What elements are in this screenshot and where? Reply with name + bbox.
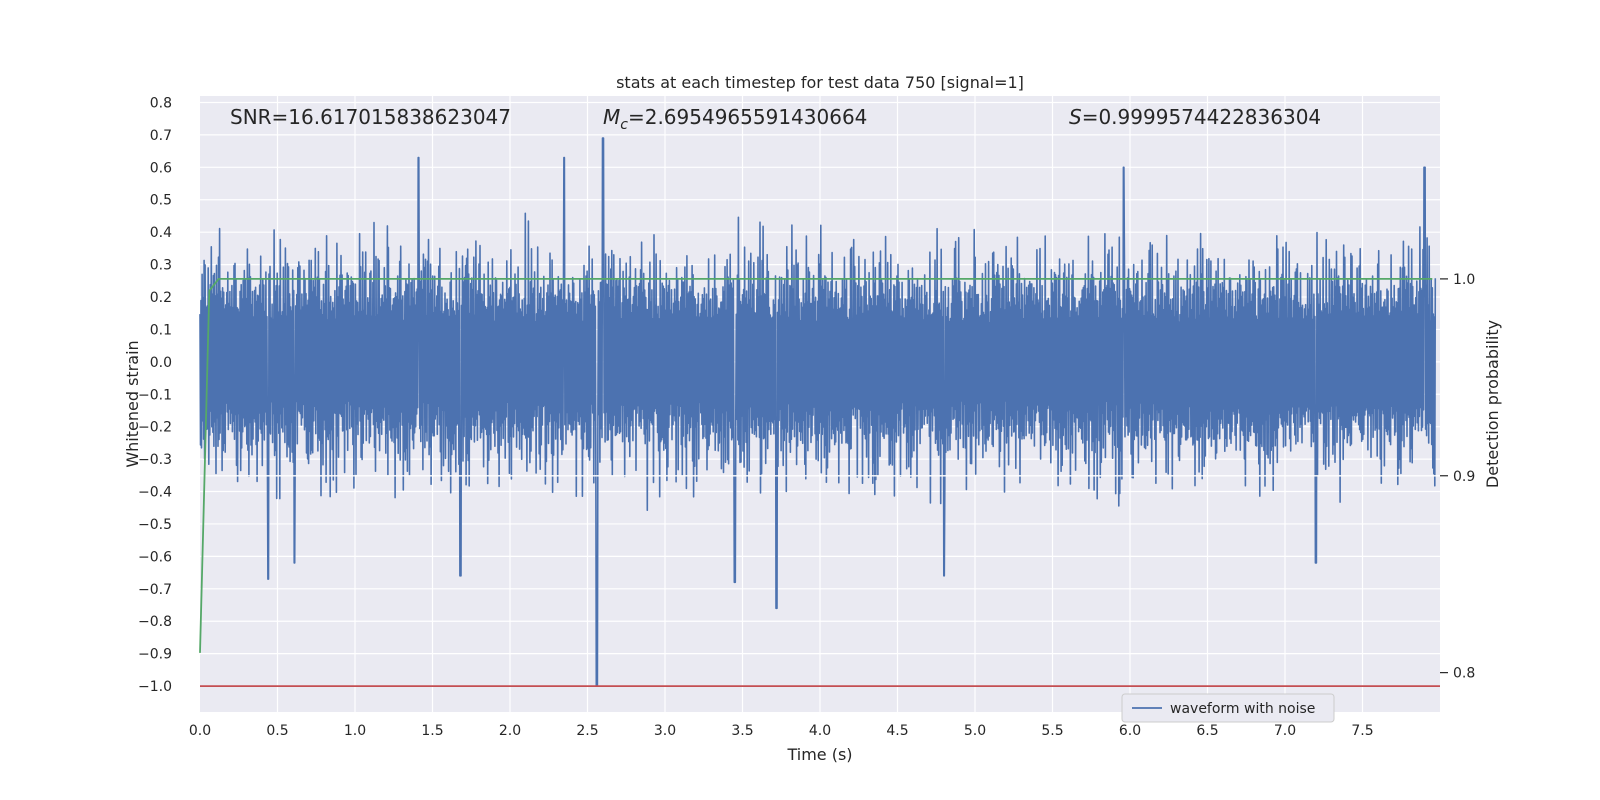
legend: waveform with noise: [1121, 693, 1335, 723]
x-tick-label-6: 3.0: [654, 723, 676, 739]
y-tick-label-0: 0.8: [150, 95, 172, 111]
y-tick-label-4: 0.4: [150, 225, 172, 241]
x-tick-label-11: 5.5: [1041, 723, 1063, 739]
mc-symbol: M: [603, 105, 620, 129]
y-tick-label-14: −0.6: [138, 549, 172, 565]
x-tick-label-9: 4.5: [886, 723, 908, 739]
y-tick-label-17: −0.9: [138, 647, 172, 663]
y-tick-right-label-0: 1.0: [1453, 272, 1475, 288]
x-tick-label-5: 2.5: [576, 723, 598, 739]
x-ticks: 0.0 0.5 1.0 1.5 2.0 2.5 3.0 3.5 4.0 4.5 5.0 5.5 6.0 6…: [189, 723, 1374, 739]
x-tick-label-0: 0.0: [189, 723, 211, 739]
y-tick-label-8: 0.0: [150, 355, 172, 371]
y-tick-label-13: −0.5: [138, 517, 172, 533]
y-tick-label-6: 0.2: [150, 290, 172, 306]
y-tick-label-5: 0.3: [150, 258, 172, 274]
x-tick-label-2: 1.0: [344, 723, 366, 739]
y-axis-label-right: Detection probability: [1483, 320, 1502, 488]
y-tick-label-7: 0.1: [150, 322, 172, 338]
x-tick-label-1: 0.5: [266, 723, 288, 739]
y-tick-label-11: −0.3: [138, 452, 172, 468]
s-symbol: S: [1069, 105, 1082, 129]
x-tick-label-8: 4.0: [809, 723, 831, 739]
y-ticks: 0.8 0.7 0.6 0.5 0.4 0.3 0.2 0.1 0.0 −0.1 −0.2 −0.3 −…: [138, 95, 172, 695]
s-value: =0.9999574422836304: [1082, 105, 1321, 129]
y-tick-label-12: −0.4: [138, 485, 172, 501]
y-tick-label-16: −0.8: [138, 614, 172, 630]
x-tick-label-3: 1.5: [421, 723, 443, 739]
x-tick-label-13: 6.5: [1196, 723, 1218, 739]
probability-line: [199, 277, 1433, 653]
mc-annotation: Mc=2.6954965591430664: [603, 105, 867, 133]
overlay-lines: [199, 277, 1440, 687]
legend-label-waveform: waveform with noise: [1170, 701, 1315, 717]
snr-annotation: SNR=16.617015838623047: [230, 105, 511, 129]
x-tick-label-10: 5.0: [964, 723, 986, 739]
chart-title: stats at each timestep for test data 750…: [616, 73, 1024, 92]
legend-box: [1121, 693, 1335, 723]
y-tick-label-1: 0.7: [150, 128, 172, 144]
x-tick-label-4: 2.0: [499, 723, 521, 739]
x-tick-label-14: 7.0: [1274, 723, 1296, 739]
x-tick-label-12: 6.0: [1119, 723, 1141, 739]
y-tick-label-3: 0.5: [150, 193, 172, 209]
y-tick-label-15: −0.7: [138, 582, 172, 598]
y-ticks-right: 1.0 0.9 0.8: [1440, 272, 1475, 682]
y-tick-label-18: −1.0: [138, 679, 172, 695]
y-axis-label: Whitened strain: [123, 340, 142, 467]
y-tick-label-2: 0.6: [150, 160, 172, 176]
y-tick-label-10: −0.2: [138, 420, 172, 436]
x-tick-label-7: 3.5: [731, 723, 753, 739]
mc-subscript: c: [620, 117, 628, 133]
x-tick-label-15: 7.5: [1351, 723, 1373, 739]
x-axis-label: Time (s): [786, 745, 852, 764]
y-tick-right-label-1: 0.9: [1453, 469, 1475, 485]
mc-value: =2.6954965591430664: [628, 105, 867, 129]
s-annotation: S=0.9999574422836304: [1069, 105, 1321, 129]
y-tick-label-9: −0.1: [138, 387, 172, 403]
y-tick-right-label-2: 0.8: [1453, 666, 1475, 682]
